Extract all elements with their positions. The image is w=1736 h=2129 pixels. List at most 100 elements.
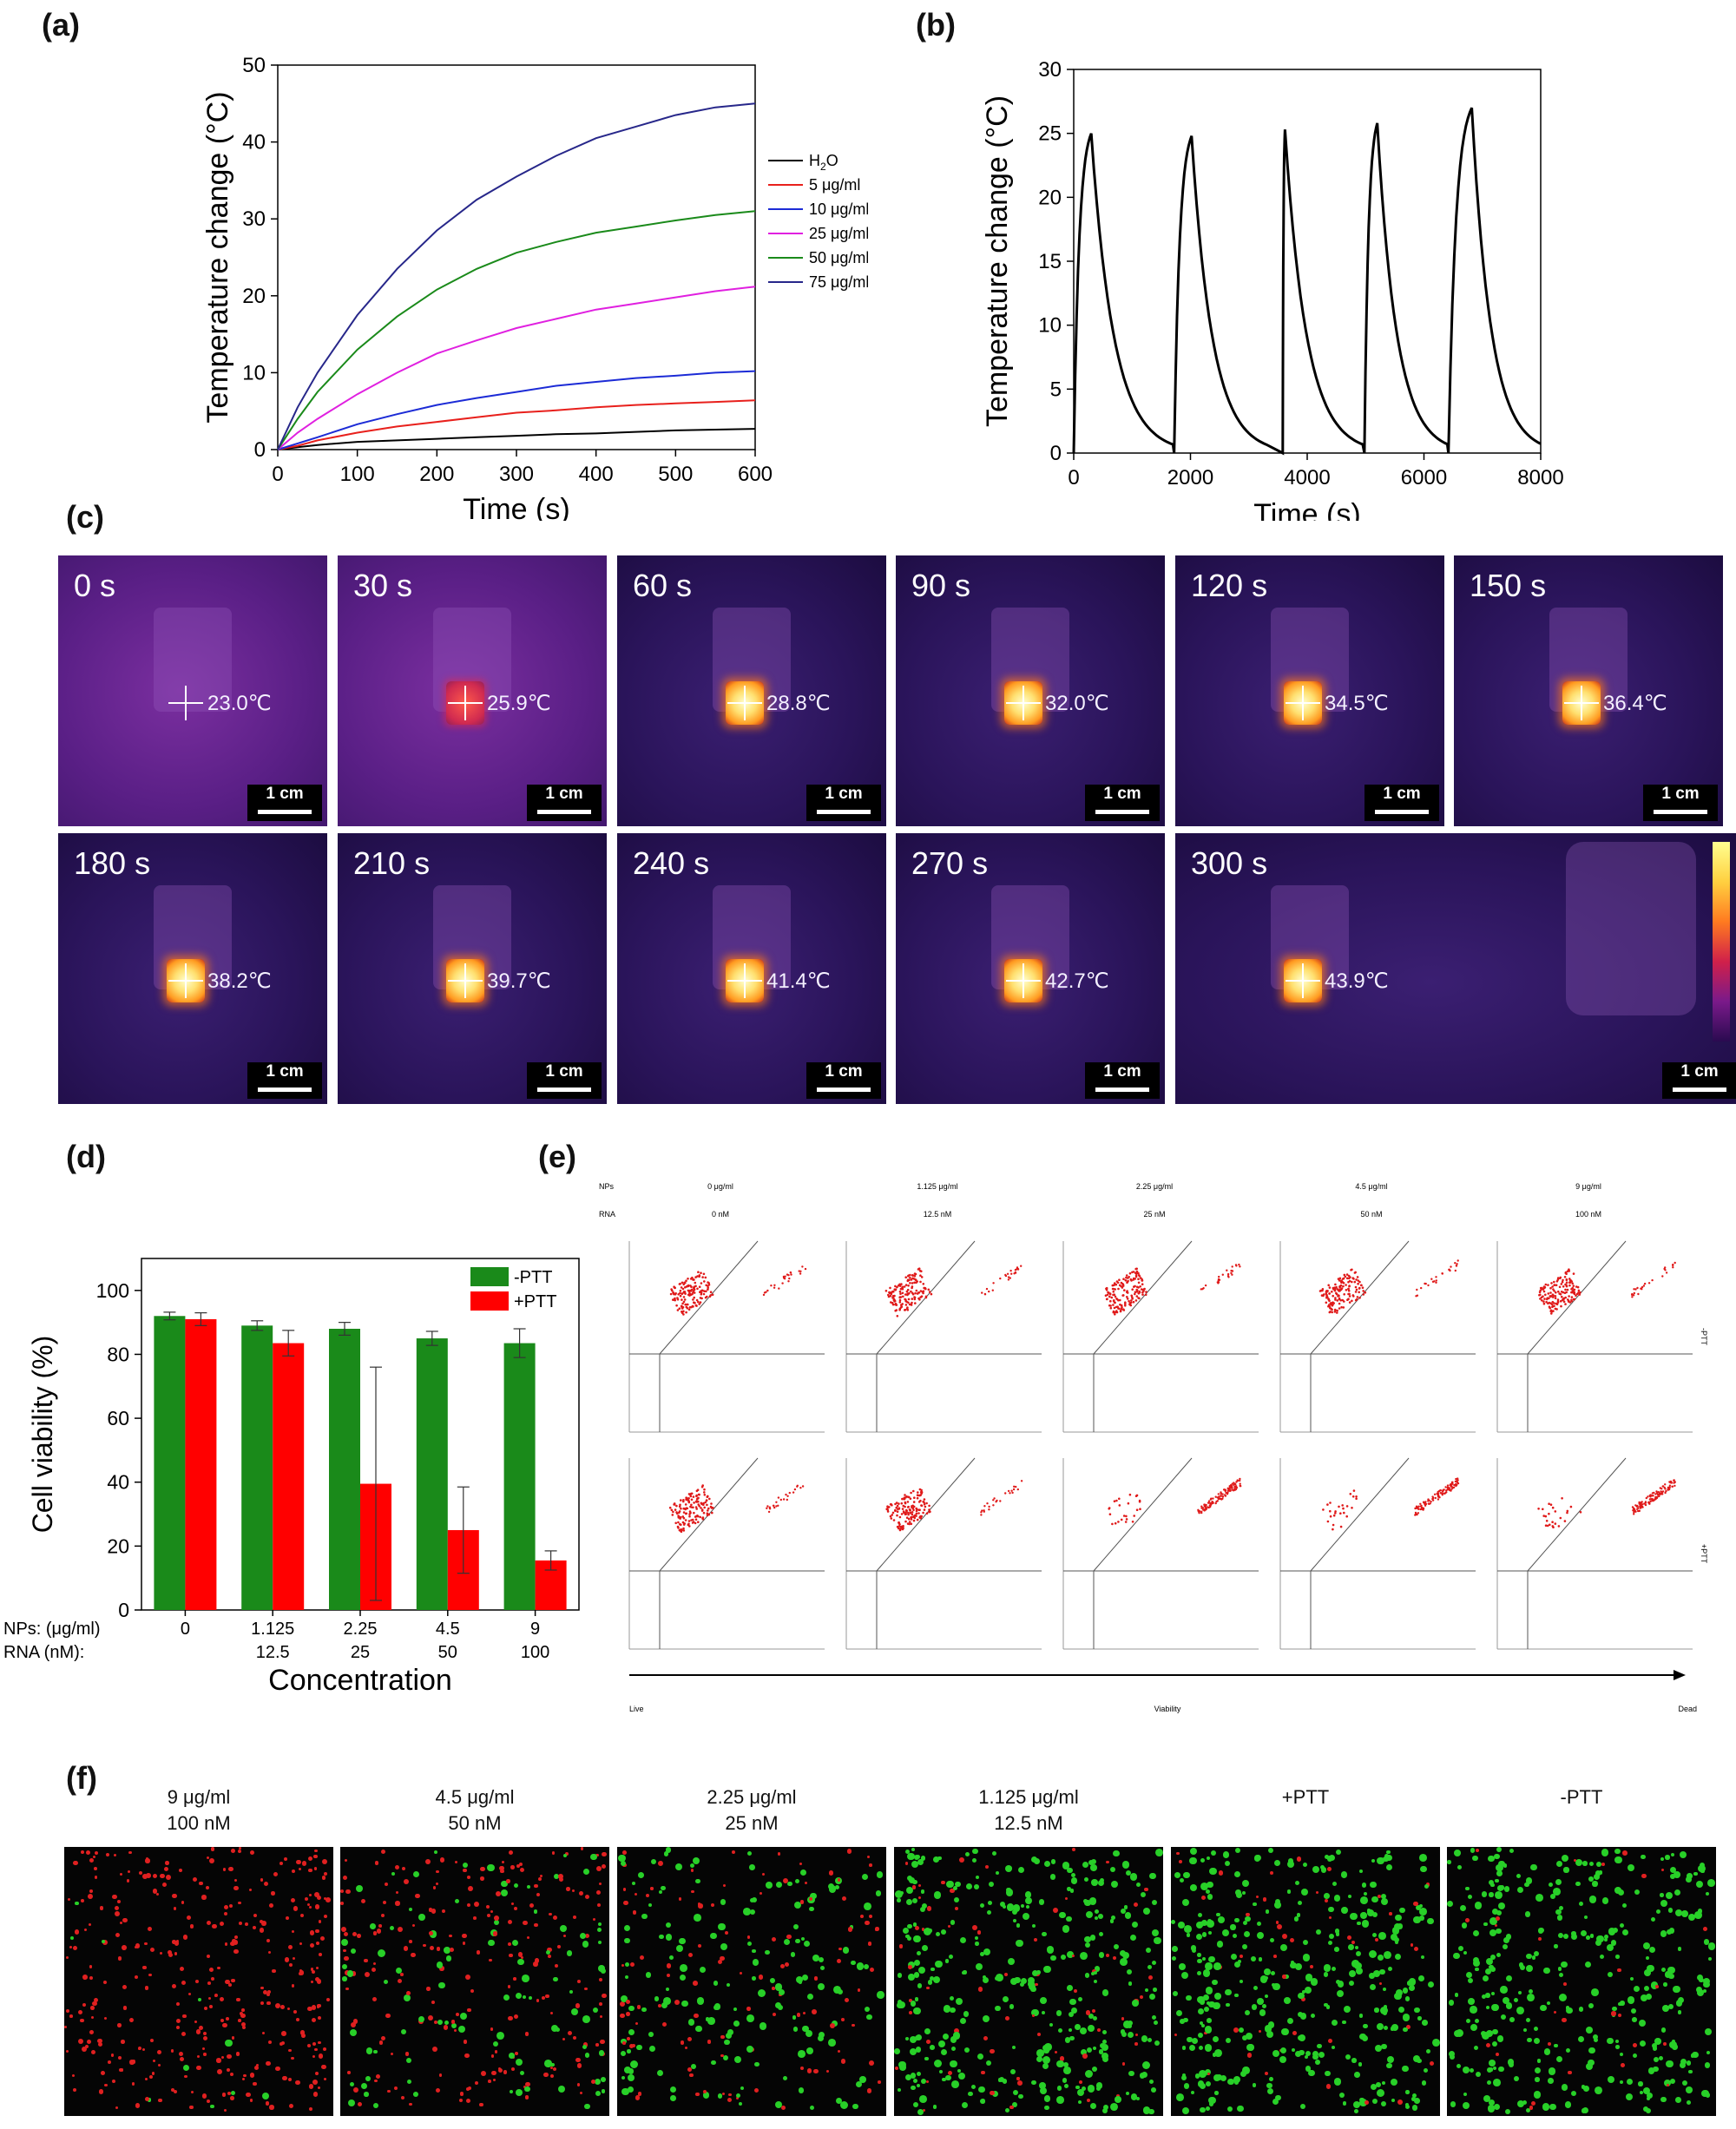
dead-cell xyxy=(867,1942,871,1946)
event-dot xyxy=(1239,1477,1241,1481)
live-cell xyxy=(1535,1894,1544,1902)
dead-cell xyxy=(64,2026,68,2029)
live-cell xyxy=(450,2023,457,2029)
live-cell xyxy=(1059,1911,1067,1919)
live-cell xyxy=(1077,2099,1082,2104)
event-dot xyxy=(911,1282,914,1285)
dead-cell xyxy=(629,1961,635,1967)
live-cell xyxy=(1009,2004,1014,2009)
live-cell xyxy=(905,2036,910,2040)
event-dot xyxy=(1568,1301,1572,1304)
event-dot xyxy=(1357,1279,1360,1282)
event-dot xyxy=(1565,1284,1568,1286)
event-dot xyxy=(1647,1495,1649,1498)
dead-cell xyxy=(954,1906,958,1910)
live-cell xyxy=(1202,1957,1207,1961)
event-dot xyxy=(697,1300,700,1304)
event-dot xyxy=(1457,1482,1460,1485)
live-cell xyxy=(641,2007,647,2013)
live-cell xyxy=(665,1934,673,1941)
event-dot xyxy=(905,1290,909,1293)
live-cell xyxy=(1641,1854,1646,1860)
event-dot xyxy=(1220,1492,1222,1495)
event-dot xyxy=(1334,1298,1337,1301)
live-cell xyxy=(876,1871,884,1878)
dead-cell xyxy=(1655,1985,1659,1988)
event-dot xyxy=(1141,1283,1144,1285)
live-cell xyxy=(1234,1917,1240,1922)
event-dot xyxy=(909,1509,911,1512)
live-cell xyxy=(1189,1856,1197,1864)
y-tick-label: 40 xyxy=(242,131,266,154)
event-dot xyxy=(680,1507,682,1510)
event-dot xyxy=(1329,1509,1332,1513)
live-cell xyxy=(1263,1968,1271,1976)
event-dot xyxy=(689,1293,693,1296)
x-axis-label: Concentration xyxy=(268,1664,452,1697)
event-dot xyxy=(923,1498,926,1501)
live-cell xyxy=(809,1906,814,1911)
event-dot xyxy=(1428,1499,1430,1502)
live-cell xyxy=(783,1939,790,1946)
dead-cell xyxy=(84,1928,88,1931)
dead-cell xyxy=(1324,1898,1329,1903)
event-dot xyxy=(1010,1489,1013,1492)
dead-cell xyxy=(772,1987,775,1990)
live-cell xyxy=(1057,2028,1063,2034)
dead-cell xyxy=(221,2093,227,2098)
live-cell xyxy=(913,1935,921,1943)
dead-cell xyxy=(304,1896,309,1902)
event-dot xyxy=(1572,1285,1575,1287)
dead-cell xyxy=(127,1869,130,1873)
live-cell xyxy=(864,1902,872,1910)
live-cell xyxy=(1575,1858,1583,1866)
event-dot xyxy=(786,1498,788,1501)
event-dot xyxy=(1564,1296,1567,1299)
dead-cell xyxy=(467,2086,472,2091)
event-dot xyxy=(682,1310,685,1313)
live-cell xyxy=(1203,2007,1209,2013)
dead-cell xyxy=(802,2011,806,2015)
dead-cell xyxy=(231,2035,235,2040)
dead-cell xyxy=(202,2031,207,2035)
live-cell xyxy=(917,1983,923,1989)
live-cell xyxy=(1548,1882,1554,1888)
event-dot xyxy=(1125,1276,1128,1279)
event-dot xyxy=(1328,1292,1331,1295)
microscopy-image xyxy=(64,1847,333,2116)
event-dot xyxy=(1452,1486,1456,1488)
dead-cell xyxy=(149,1947,155,1952)
thermal-frame: 210 s 39.7℃ 1 cm xyxy=(338,833,607,1104)
dead-cell xyxy=(308,2106,312,2111)
live-cell xyxy=(1543,1967,1550,1975)
event-dot xyxy=(1113,1284,1115,1286)
dead-cell xyxy=(260,1877,264,1882)
live-cell xyxy=(1660,1893,1664,1897)
live-cell xyxy=(1594,2086,1602,2094)
live-cell xyxy=(1275,2094,1281,2100)
dead-cell xyxy=(1275,1921,1279,1924)
dead-cell xyxy=(846,1849,852,1854)
live-cell xyxy=(724,2039,731,2046)
event-dot xyxy=(922,1290,925,1292)
event-dot xyxy=(1543,1298,1546,1300)
event-dot xyxy=(1562,1300,1566,1304)
event-dot xyxy=(910,1518,913,1521)
live-cell xyxy=(569,1989,574,1994)
dead-cell xyxy=(288,1944,293,1949)
dead-cell xyxy=(548,1954,552,1959)
live-cell xyxy=(1422,2080,1427,2086)
dead-cell xyxy=(178,2051,183,2056)
live-cell xyxy=(842,1947,850,1954)
live-cell xyxy=(1324,1893,1330,1899)
dead-cell xyxy=(865,1920,870,1926)
event-dot xyxy=(710,1502,713,1505)
frame-temperature: 39.7℃ xyxy=(487,969,551,993)
live-cell xyxy=(915,2034,922,2041)
live-cell xyxy=(1432,2038,1440,2047)
dead-cell xyxy=(110,2053,115,2057)
live-cell xyxy=(1393,1936,1399,1942)
y-tick-label: 20 xyxy=(242,285,266,308)
dead-cell xyxy=(261,1921,266,1926)
event-dot xyxy=(895,1309,898,1311)
